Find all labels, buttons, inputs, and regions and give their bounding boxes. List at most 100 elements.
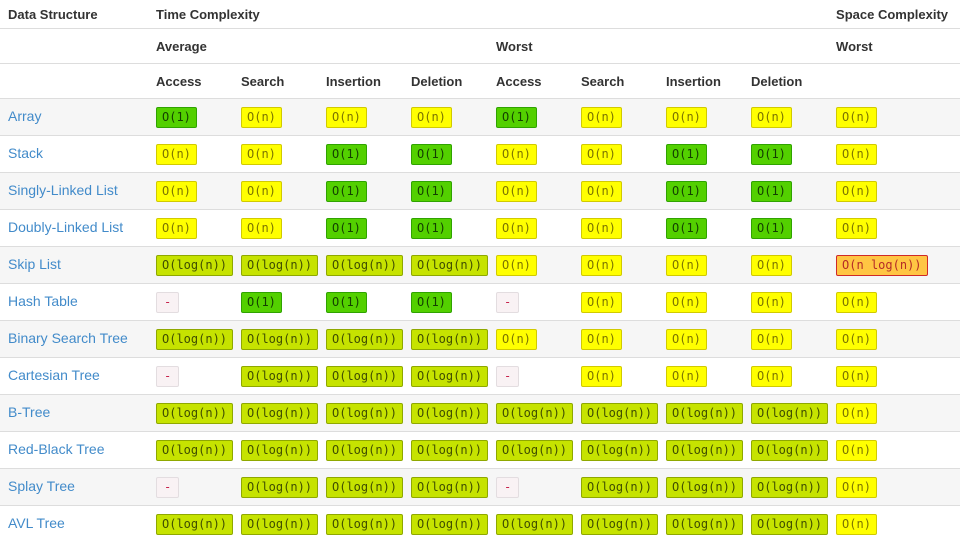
complexity-cell: O(n) xyxy=(488,320,573,358)
complexity-badge: O(1) xyxy=(666,217,707,239)
complexity-cell: O(1) xyxy=(318,209,403,247)
data-structure-cell: Splay Tree xyxy=(0,468,148,506)
complexity-cell: O(n) xyxy=(828,283,960,321)
complexity-badge: O(log(n)) xyxy=(156,439,233,461)
header-row-case: Average Worst Worst xyxy=(0,28,960,64)
complexity-badge: O(1) xyxy=(666,180,707,202)
data-structure-cell: B-Tree xyxy=(0,394,148,432)
complexity-cell: O(1) xyxy=(658,209,743,247)
complexity-badge: O(log(n)) xyxy=(326,513,403,535)
data-structure-link[interactable]: Singly-Linked List xyxy=(8,182,118,198)
table-row: Singly-Linked List O(n) O(n) O(1) O(1) O(n) O(… xyxy=(0,172,960,210)
complexity-badge: O(1) xyxy=(411,217,452,239)
complexity-badge: O(n) xyxy=(156,217,197,239)
complexity-badge: O(log(n)) xyxy=(666,513,743,535)
header-row-operations: Access Search Insertion Deletion Access … xyxy=(0,63,960,99)
data-structure-link[interactable]: Array xyxy=(8,108,42,124)
complexity-badge: O(n) xyxy=(581,106,622,128)
complexity-cell: O(n) xyxy=(828,135,960,173)
complexity-badge: O(n) xyxy=(326,106,367,128)
complexity-badge: O(log(n)) xyxy=(241,328,318,350)
complexity-badge: O(log(n)) xyxy=(751,402,829,424)
table-row: Binary Search Tree O(log(n)) O(log(n)) O(lo… xyxy=(0,320,960,358)
complexity-badge: O(log(n)) xyxy=(326,328,403,350)
complexity-badge: O(log(n)) xyxy=(326,402,403,424)
complexity-cell: O(n) xyxy=(148,135,233,173)
data-structure-link[interactable]: Hash Table xyxy=(8,293,78,309)
data-structure-cell: AVL Tree xyxy=(0,505,148,543)
complexity-cell: O(log(n)) xyxy=(658,468,743,506)
complexity-badge: O(log(n)) xyxy=(496,439,573,461)
header-space-complexity: Space Complexity xyxy=(828,0,960,29)
complexity-badge: O(log(n)) xyxy=(156,513,233,535)
table-row: Array O(1) O(n) O(n) O(n) O(1) O(n) O(n) O(n) O(n… xyxy=(0,98,960,136)
data-structure-link[interactable]: Cartesian Tree xyxy=(8,367,100,383)
data-structure-link[interactable]: Red-Black Tree xyxy=(8,441,105,457)
complexity-badge: O(log(n)) xyxy=(411,439,488,461)
data-structure-link[interactable]: Stack xyxy=(8,145,44,161)
complexity-cell: O(n) xyxy=(233,172,318,210)
complexity-badge: O(n) xyxy=(836,513,877,535)
complexity-cell: O(log(n)) xyxy=(403,431,488,469)
complexity-cell: O(log(n)) xyxy=(488,505,573,543)
complexity-cell: O(n) xyxy=(573,320,658,358)
data-structure-cell: Cartesian Tree xyxy=(0,357,148,395)
complexity-badge: - xyxy=(496,365,520,387)
complexity-badge: O(log(n)) xyxy=(326,439,403,461)
complexity-badge: O(1) xyxy=(241,291,282,313)
complexity-badge: O(n) xyxy=(836,291,877,313)
data-structure-link[interactable]: B-Tree xyxy=(8,404,51,420)
complexity-cell: O(log(n)) xyxy=(233,505,318,543)
complexity-cell: O(log(n)) xyxy=(658,394,743,432)
complexity-badge: O(1) xyxy=(751,180,792,202)
complexity-badge: O(1) xyxy=(326,217,367,239)
complexity-badge: O(n) xyxy=(666,106,707,128)
header-space-worst: Worst xyxy=(828,28,960,64)
complexity-cell: O(n) xyxy=(828,209,960,247)
complexity-cell: O(log(n)) xyxy=(403,394,488,432)
complexity-badge: O(n) xyxy=(496,217,537,239)
complexity-cell: O(n) xyxy=(828,431,960,469)
header-op-search-avg: Search xyxy=(233,63,318,99)
complexity-cell: O(n) xyxy=(743,246,829,284)
complexity-cell: O(n) xyxy=(828,394,960,432)
complexity-cell: - xyxy=(488,283,573,321)
complexity-cell: O(1) xyxy=(148,98,233,136)
data-structure-link[interactable]: Binary Search Tree xyxy=(8,330,128,346)
complexity-cell: O(log(n)) xyxy=(148,320,233,358)
complexity-badge: O(log(n)) xyxy=(241,439,318,461)
complexity-badge: O(n) xyxy=(496,254,537,276)
complexity-cell: O(log(n)) xyxy=(403,357,488,395)
complexity-badge: O(log(n)) xyxy=(326,365,403,387)
complexity-cell: O(log(n)) xyxy=(318,320,403,358)
data-structure-link[interactable]: Skip List xyxy=(8,256,61,272)
complexity-cell: O(1) xyxy=(403,283,488,321)
complexity-badge: O(log(n)) xyxy=(411,513,488,535)
table-header: Data Structure Time Complexity Space Com… xyxy=(0,0,960,99)
complexity-cell: O(log(n)) xyxy=(743,394,829,432)
complexity-cell: O(n) xyxy=(488,209,573,247)
complexity-badge: O(log(n)) xyxy=(751,513,829,535)
complexity-badge: O(n) xyxy=(156,180,197,202)
data-structure-link[interactable]: Splay Tree xyxy=(8,478,75,494)
data-structure-link[interactable]: Doubly-Linked List xyxy=(8,219,124,235)
complexity-badge: O(log(n)) xyxy=(156,328,233,350)
table-row: Stack O(n) O(n) O(1) O(1) O(n) O(n) O(1) O(1) O(n… xyxy=(0,135,960,173)
complexity-cell: O(n) xyxy=(573,98,658,136)
complexity-cell: O(n) xyxy=(658,246,743,284)
complexity-badge: O(n) xyxy=(241,180,282,202)
complexity-badge: O(n) xyxy=(496,328,537,350)
complexity-cell: O(1) xyxy=(743,135,829,173)
header-spacer xyxy=(0,63,148,99)
complexity-badge: O(n) xyxy=(156,143,197,165)
table-row: Hash Table - O(1) O(1) O(1) - O(n) O(n) O(n) O(n) xyxy=(0,283,960,321)
complexity-cell: O(log(n)) xyxy=(573,394,658,432)
complexity-cell: O(log(n)) xyxy=(743,431,829,469)
data-structure-link[interactable]: AVL Tree xyxy=(8,515,65,532)
complexity-cell: O(log(n)) xyxy=(148,246,233,284)
complexity-cell: O(log(n)) xyxy=(403,320,488,358)
complexity-cell: O(n) xyxy=(148,209,233,247)
complexity-cell: O(n) xyxy=(573,283,658,321)
complexity-badge: O(n) xyxy=(581,180,622,202)
complexity-badge: O(n) xyxy=(836,217,877,239)
